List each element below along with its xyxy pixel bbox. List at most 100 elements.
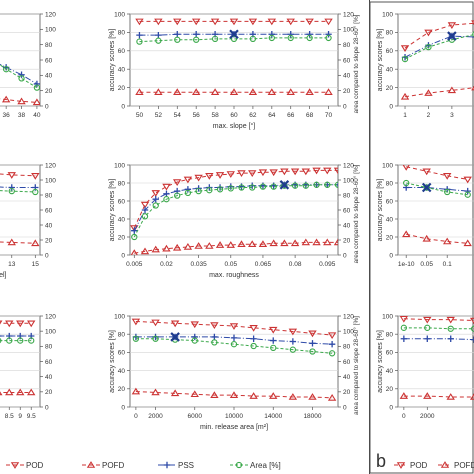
x-tick-label: 1e-10 bbox=[398, 261, 415, 268]
series-group bbox=[130, 167, 338, 255]
y-tick-label: 20 bbox=[386, 85, 394, 92]
y-tick-label: 60 bbox=[386, 198, 394, 205]
x-axis-label: max. roughness bbox=[209, 272, 259, 279]
series-group bbox=[0, 172, 40, 247]
data-point-area bbox=[447, 325, 454, 332]
series-line-pss bbox=[404, 35, 474, 58]
data-point-pod bbox=[258, 169, 268, 177]
data-point-pss bbox=[289, 338, 297, 345]
data-point-pod bbox=[269, 169, 278, 177]
series-line-pss bbox=[139, 33, 329, 36]
series-line-area bbox=[0, 190, 36, 193]
x-tick-label: 40 bbox=[33, 112, 41, 119]
data-point-pod bbox=[191, 18, 201, 26]
data-point-pod bbox=[154, 18, 163, 26]
y-tick-label: 80 bbox=[118, 180, 126, 187]
data-point-pss bbox=[287, 31, 294, 38]
data-point-area bbox=[17, 337, 24, 344]
right-y-tick-label: 0 bbox=[45, 252, 49, 259]
data-point-pod bbox=[400, 45, 410, 52]
data-point-area bbox=[313, 181, 320, 188]
data-point-pofd bbox=[151, 245, 160, 253]
selected-value-marker bbox=[447, 31, 457, 41]
data-point-pofd bbox=[154, 88, 163, 95]
data-point-area bbox=[270, 344, 277, 351]
data-point-area bbox=[464, 191, 471, 198]
y-axis-label: accuracy scores [%] bbox=[109, 179, 116, 242]
data-point-area bbox=[259, 183, 267, 190]
x-tick-label: 0.095 bbox=[319, 261, 336, 268]
y-axis-label: accuracy scores [%] bbox=[109, 29, 116, 92]
legend-label: Area [%] bbox=[250, 461, 281, 470]
data-point-pss bbox=[211, 333, 218, 341]
data-point-area bbox=[152, 202, 159, 209]
right-y-tick-label: 80 bbox=[343, 192, 351, 199]
series-line-pofd bbox=[406, 233, 468, 244]
x-tick-label: 10000 bbox=[225, 413, 243, 420]
data-point-pofd bbox=[210, 391, 219, 398]
y-tick-label: 0 bbox=[389, 404, 393, 411]
x-tick-label: 36 bbox=[3, 112, 11, 119]
legend-marker bbox=[163, 461, 171, 469]
data-point-area bbox=[472, 31, 474, 38]
data-point-pod bbox=[312, 167, 321, 175]
legend-item-area: Area [%] bbox=[230, 461, 281, 470]
data-point-pod bbox=[31, 173, 40, 180]
data-point-pofd bbox=[324, 88, 333, 95]
data-point-area bbox=[281, 182, 288, 189]
y-tick-label: 40 bbox=[386, 67, 394, 74]
data-point-area bbox=[28, 337, 35, 344]
right-y-tick-label: 20 bbox=[343, 237, 351, 244]
series-line-pod bbox=[404, 22, 474, 49]
y-tick-label: 20 bbox=[118, 234, 126, 241]
series-line-area bbox=[404, 34, 474, 60]
y-tick-label: 0 bbox=[121, 103, 125, 110]
legend-label: POFD bbox=[454, 461, 474, 470]
data-point-area bbox=[291, 182, 299, 189]
series-line-area bbox=[135, 338, 333, 354]
legend-item-pss: PSS bbox=[158, 461, 194, 470]
data-point-pofd bbox=[258, 240, 268, 247]
right-y-tick-label: 40 bbox=[343, 374, 351, 381]
data-point-pofd bbox=[226, 241, 235, 248]
data-point-area bbox=[230, 341, 238, 348]
y-tick-label: 0 bbox=[389, 103, 393, 110]
data-point-area bbox=[32, 188, 39, 196]
y-tick-label: 80 bbox=[118, 332, 126, 339]
right-y-tick-label: 40 bbox=[45, 222, 53, 229]
right-y-tick-label: 120 bbox=[343, 313, 354, 320]
data-point-pod bbox=[135, 18, 144, 26]
right-y-tick-label: 0 bbox=[343, 404, 347, 411]
data-point-pofd bbox=[248, 88, 258, 95]
data-point-area bbox=[227, 185, 234, 192]
data-point-pofd bbox=[140, 247, 150, 255]
data-point-area bbox=[141, 213, 149, 220]
x-tick-label: 15 bbox=[32, 261, 40, 268]
series-line-pss bbox=[403, 338, 474, 341]
data-point-area bbox=[270, 183, 277, 190]
x-tick-label: 62 bbox=[249, 112, 257, 119]
data-point-pofd bbox=[5, 388, 14, 396]
data-point-pofd bbox=[183, 242, 193, 250]
data-point-area bbox=[403, 179, 410, 187]
x-tick-label: 1 bbox=[403, 112, 407, 119]
data-point-pofd bbox=[31, 239, 40, 247]
data-point-pss bbox=[184, 186, 192, 193]
right-y-tick-label: 80 bbox=[343, 42, 351, 49]
x-tick-label: 66 bbox=[287, 112, 295, 119]
data-point-pss bbox=[400, 335, 408, 342]
x-tick-label: 8.5 bbox=[5, 413, 14, 420]
series-line-pofd bbox=[404, 87, 474, 98]
data-point-area bbox=[238, 184, 245, 191]
x-tick-label: 38 bbox=[18, 112, 26, 119]
data-point-pofd bbox=[443, 237, 452, 245]
data-point-pod bbox=[226, 171, 235, 178]
series-line-pod bbox=[133, 169, 338, 229]
right-y-tick-label: 0 bbox=[343, 252, 347, 259]
data-point-pofd bbox=[446, 393, 455, 400]
right-y-tick-label: 60 bbox=[45, 57, 53, 64]
data-point-area bbox=[324, 181, 331, 188]
y-tick-label: 60 bbox=[386, 48, 394, 55]
data-point-pofd bbox=[447, 86, 457, 94]
y-tick-label: 60 bbox=[118, 48, 126, 55]
